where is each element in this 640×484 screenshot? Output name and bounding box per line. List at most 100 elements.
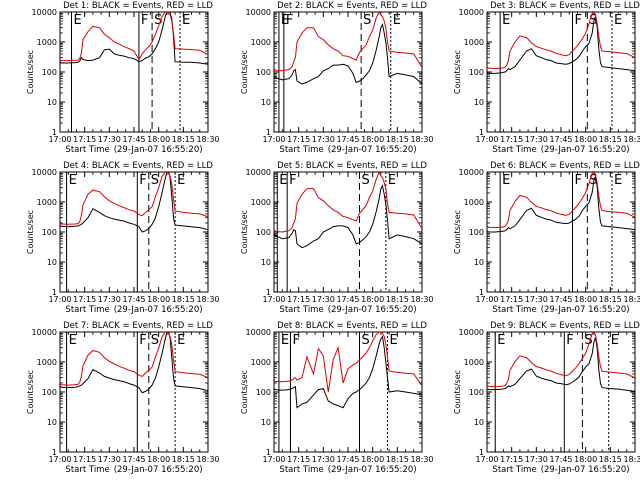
y-axis-label: Counts/sec (453, 50, 462, 94)
x-axis-label-prefix: Start Time (279, 305, 323, 315)
lld-series-line (60, 12, 208, 62)
y-tick-label: 1000 (37, 198, 57, 207)
x-tick-label: 18:30 (623, 295, 640, 304)
x-axis-label: Start Time (29-Jan-07 16:55:20) (279, 145, 416, 155)
y-tick-label: 10000 (32, 168, 57, 177)
x-tick-label: 18:15 (172, 135, 195, 144)
panel-title: Det 8: BLACK = Events, RED = LLD (277, 321, 427, 331)
x-tick-label: 18:15 (172, 455, 195, 464)
y-tick-label: 100 (469, 68, 484, 77)
series-group (274, 332, 422, 409)
x-axis-label: Start Time (29-Jan-07 16:55:20) (279, 465, 416, 475)
x-tick-label: 18:30 (196, 455, 219, 464)
y-tick-label: 100 (256, 68, 271, 77)
y-tick-label: 10000 (32, 8, 57, 17)
y-tick-label: 10000 (459, 8, 484, 17)
y-tick-label: 1000 (464, 198, 484, 207)
x-tick-label: 18:30 (196, 135, 219, 144)
y-tick-label: 10000 (246, 328, 271, 337)
events-series-line (274, 23, 422, 85)
y-tick-label: 10 (474, 258, 484, 267)
time-marker-label: F (575, 173, 582, 188)
series-group (60, 332, 208, 394)
x-tick-label: 17:45 (549, 135, 572, 144)
x-tick-label: 17:30 (525, 135, 548, 144)
x-tick-label: 18:15 (172, 295, 195, 304)
x-axis-label-prefix: Start Time (279, 145, 323, 155)
time-marker-label: S (362, 333, 370, 348)
time-marker-label: F (139, 333, 146, 348)
x-tick-label: 18:30 (410, 295, 433, 304)
x-tick-label: 18:15 (386, 135, 409, 144)
y-axis-label: Counts/sec (453, 370, 462, 414)
x-tick-label: 18:15 (599, 295, 622, 304)
time-marker-label: S (154, 13, 162, 28)
y-tick-label: 10 (47, 258, 57, 267)
x-tick-label: 17:15 (500, 295, 523, 304)
x-axis-label-prefix: Start Time (65, 305, 109, 315)
time-marker-label: E (177, 173, 185, 188)
y-tick-label: 1000 (464, 358, 484, 367)
time-marker-label: E (279, 173, 287, 188)
x-tick-label: 17:30 (98, 135, 121, 144)
plot-frame (486, 171, 636, 293)
panel-title: Det 4: BLACK = Events, RED = LLD (63, 161, 213, 171)
x-tick-label: 17:00 (262, 455, 285, 464)
x-axis-label-prefix: Start Time (492, 145, 536, 155)
detector-panel: Det 2: BLACK = Events, RED = LLD 1 10 100 10… (240, 1, 434, 155)
time-marker-label: E (614, 173, 622, 188)
y-tick-label: 100 (42, 68, 57, 77)
events-series-line (60, 332, 208, 394)
y-tick-label: 1 (266, 288, 271, 297)
series-group (60, 12, 208, 65)
y-tick-label: 10000 (246, 168, 271, 177)
y-axis-label: Counts/sec (240, 210, 249, 254)
y-tick-label: 1000 (464, 38, 484, 47)
x-axis-label: Start Time (29-Jan-07 16:55:20) (492, 465, 629, 475)
x-tick-label: 17:45 (549, 295, 572, 304)
x-tick-label: 17:15 (500, 135, 523, 144)
x-tick-label: 17:30 (312, 135, 335, 144)
x-tick-label: 18:00 (361, 455, 384, 464)
time-marker-label: S (362, 173, 370, 188)
events-series-line (487, 16, 635, 74)
time-marker-label: S (151, 173, 159, 188)
x-tick-label: 17:00 (48, 295, 71, 304)
y-tick-label: 10000 (246, 8, 271, 17)
x-axis-label: Start Time (29-Jan-07 16:55:20) (65, 465, 202, 475)
lld-series-line (274, 12, 422, 72)
panel-title: Det 6: BLACK = Events, RED = LLD (490, 161, 640, 171)
y-tick-label: 1 (479, 128, 484, 137)
panel-title: Det 7: BLACK = Events, RED = LLD (63, 321, 213, 331)
x-tick-label: 18:30 (196, 295, 219, 304)
x-tick-label: 18:00 (574, 135, 597, 144)
x-tick-label: 17:00 (262, 295, 285, 304)
panel-title: Det 2: BLACK = Events, RED = LLD (277, 1, 427, 11)
y-tick-label: 1 (52, 128, 57, 137)
events-series-line (60, 12, 208, 65)
y-tick-label: 10 (47, 418, 57, 427)
y-tick-label: 1 (266, 128, 271, 137)
y-tick-label: 1 (266, 448, 271, 457)
detector-panel: Det 9: BLACK = Events, RED = LLD 1 10 100 10… (453, 321, 640, 475)
time-marker-label: S (363, 13, 371, 28)
time-marker-label: E (393, 13, 401, 28)
y-tick-label: 10 (261, 418, 271, 427)
x-axis-label-prefix: Start Time (492, 305, 536, 315)
y-axis-label: Counts/sec (453, 210, 462, 254)
y-axis-label: Counts/sec (26, 50, 35, 94)
time-marker-label: E (614, 13, 622, 28)
x-axis-start-time: (29-Jan-07 16:55:20) (328, 145, 417, 155)
events-series-line (274, 335, 422, 409)
time-marker-label: E (611, 333, 619, 348)
x-tick-label: 17:45 (336, 455, 359, 464)
time-marker-label: E (69, 173, 77, 188)
x-axis-label: Start Time (29-Jan-07 16:55:20) (65, 145, 202, 155)
x-axis-start-time: (29-Jan-07 16:55:20) (328, 465, 417, 475)
x-axis-start-time: (29-Jan-07 16:55:20) (114, 145, 203, 155)
x-axis-start-time: (29-Jan-07 16:55:20) (541, 305, 630, 315)
time-marker-label: E (69, 333, 77, 348)
y-tick-label: 1000 (37, 358, 57, 367)
